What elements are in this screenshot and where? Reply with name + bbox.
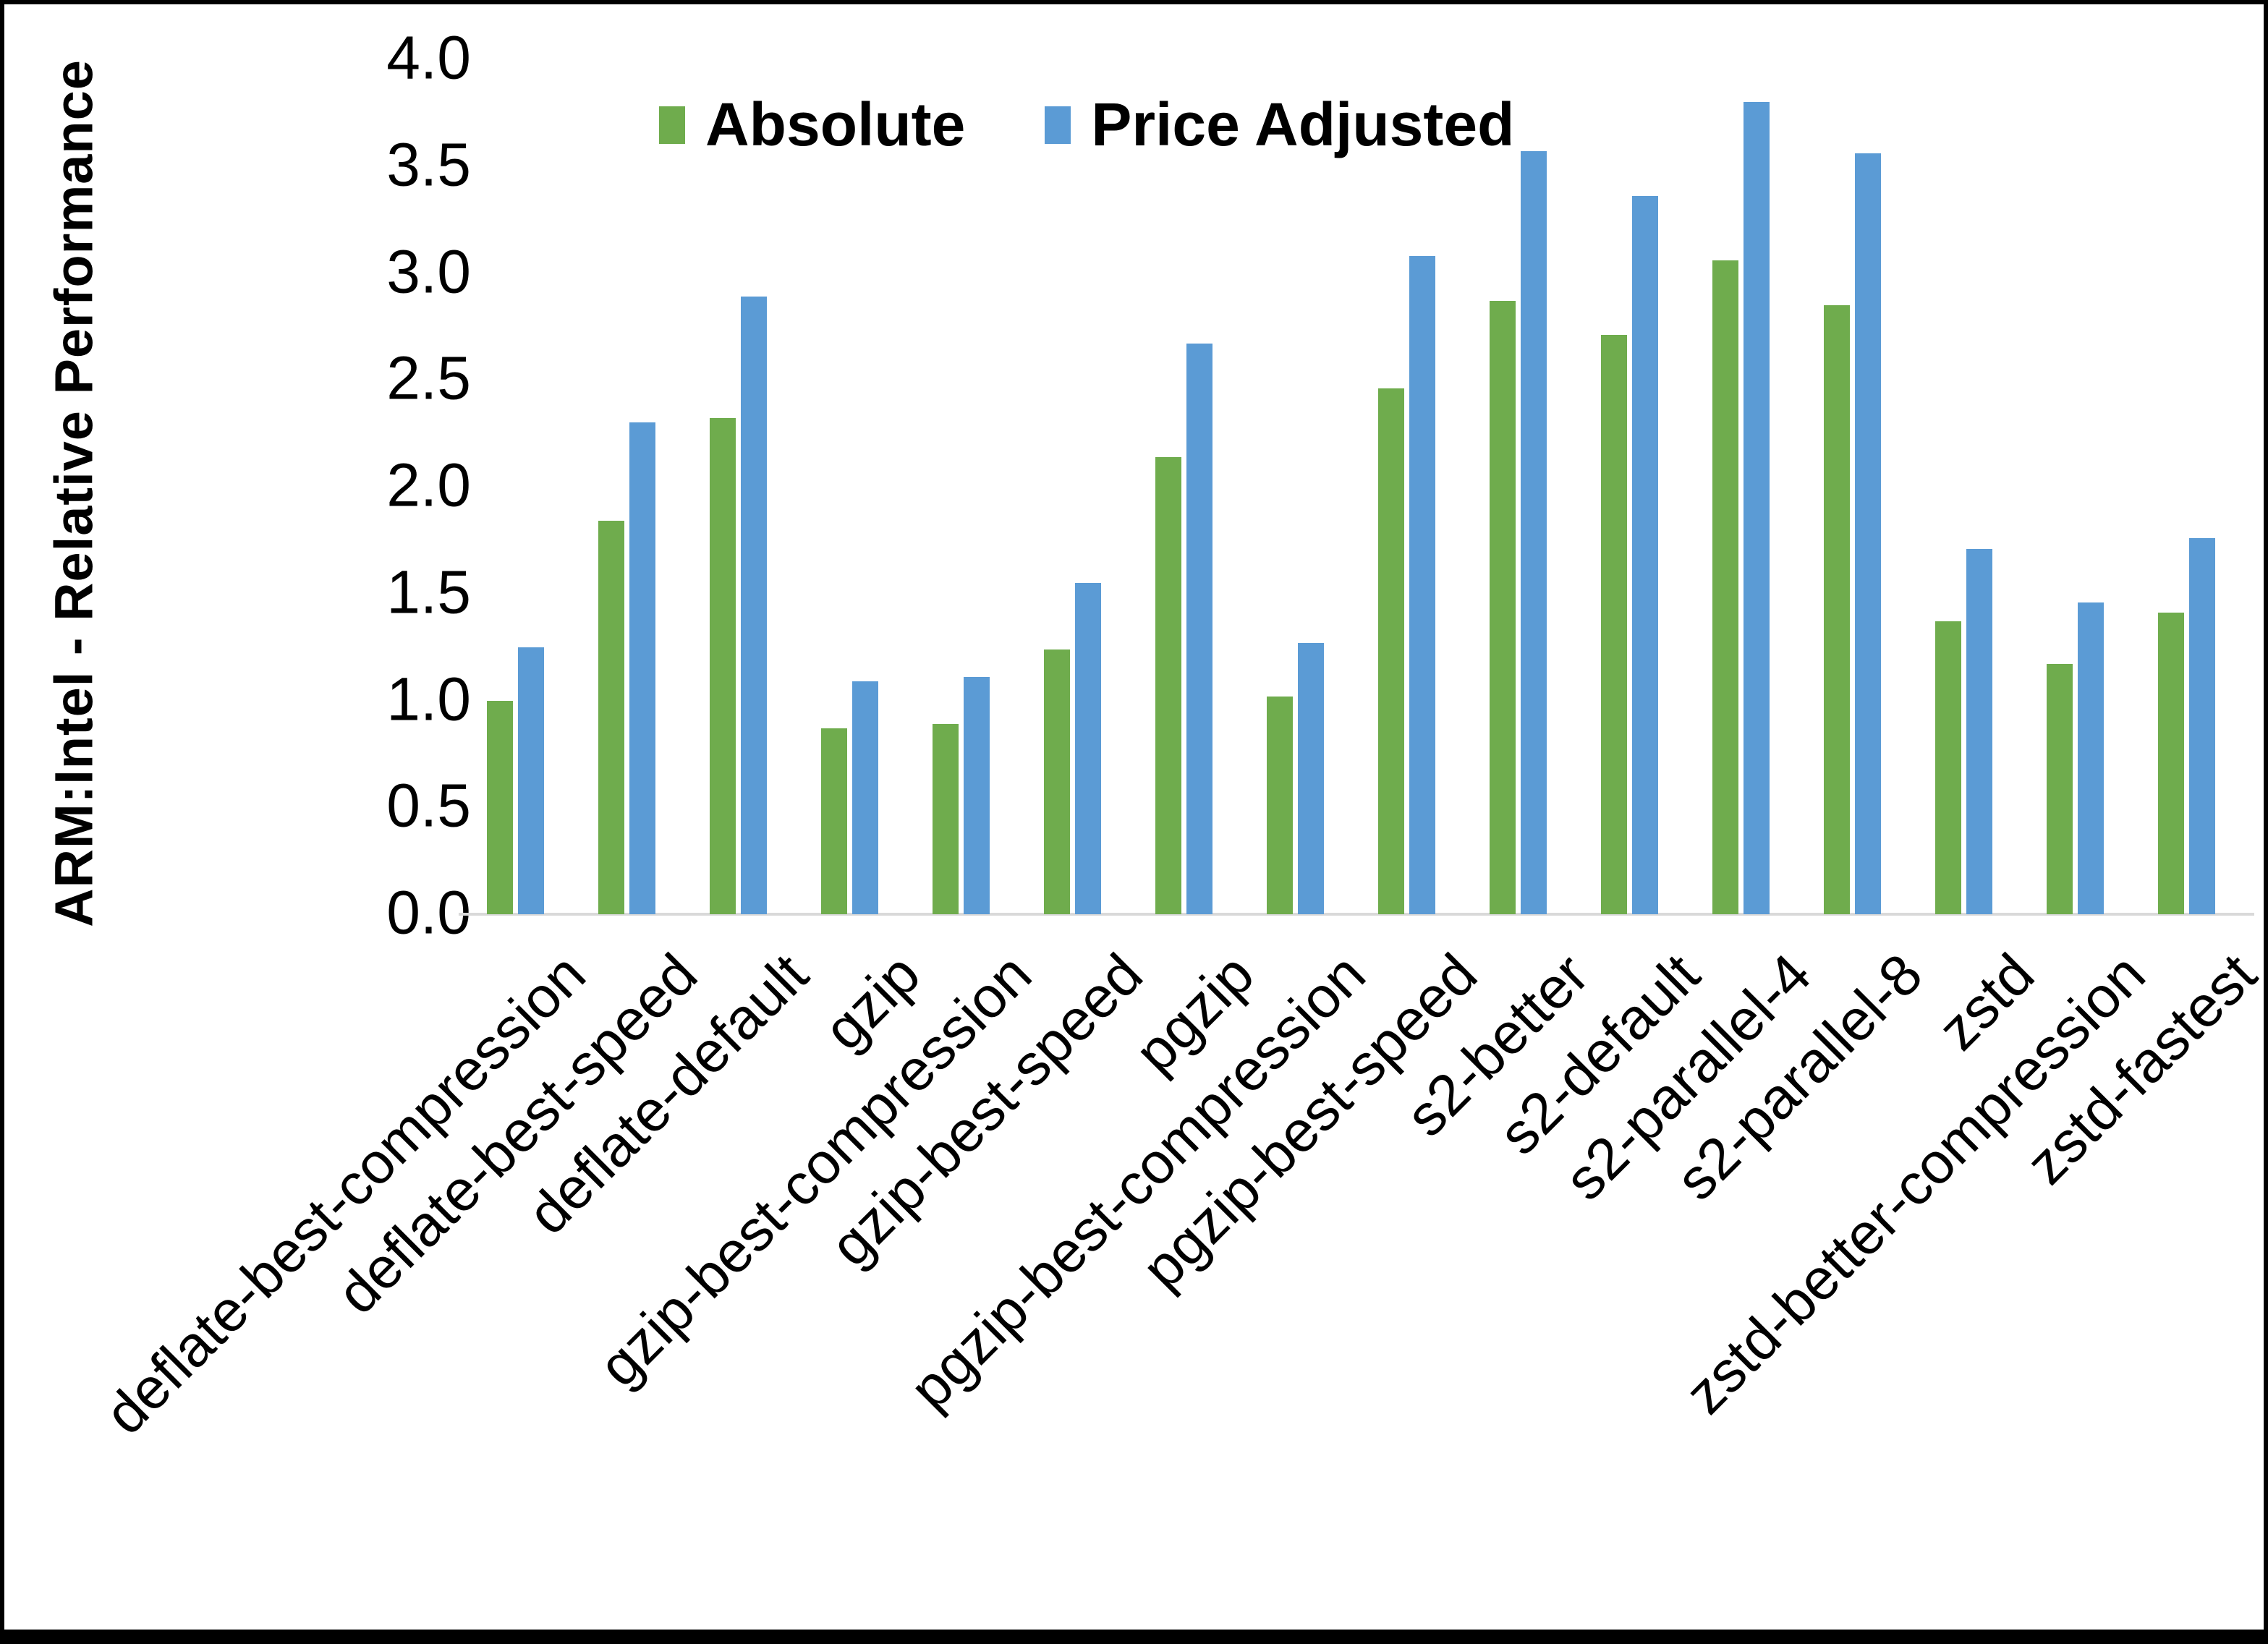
bar-price-adjusted bbox=[518, 647, 544, 914]
legend-swatch-icon bbox=[659, 106, 685, 144]
y-tick-label: 2.0 bbox=[386, 451, 471, 519]
bar-absolute bbox=[1378, 388, 1404, 914]
y-tick-label: 4.0 bbox=[386, 23, 471, 92]
y-tick-label: 3.5 bbox=[386, 130, 471, 199]
bar-price-adjusted bbox=[1744, 102, 1770, 914]
bar-absolute bbox=[821, 728, 847, 914]
bar-absolute bbox=[1490, 300, 1516, 914]
bar-price-adjusted bbox=[852, 681, 878, 914]
bar-price-adjusted bbox=[1075, 582, 1101, 914]
bar-price-adjusted bbox=[1521, 151, 1547, 914]
bar-price-adjusted bbox=[2189, 537, 2215, 914]
bar-absolute bbox=[598, 521, 624, 914]
legend-swatch-icon bbox=[1045, 106, 1071, 144]
bar-absolute bbox=[1712, 260, 1738, 914]
bar-price-adjusted bbox=[1298, 642, 1324, 914]
bar-absolute bbox=[933, 724, 959, 914]
bar-price-adjusted bbox=[1855, 153, 1881, 914]
chart-legend: Absolute Price Adjusted bbox=[659, 90, 1514, 160]
x-axis-baseline bbox=[459, 913, 2254, 916]
bar-absolute bbox=[1935, 621, 1961, 914]
bar-absolute bbox=[1824, 304, 1850, 914]
y-axis-title: ARM:Intel - Relative Performance bbox=[43, 59, 104, 927]
y-tick-label: 3.0 bbox=[386, 237, 471, 306]
bar-absolute bbox=[1155, 456, 1181, 914]
bar-price-adjusted bbox=[629, 422, 655, 914]
bar-absolute bbox=[487, 700, 513, 914]
bar-price-adjusted bbox=[2078, 602, 2104, 914]
y-tick-label: 1.5 bbox=[386, 558, 471, 626]
bar-price-adjusted bbox=[1186, 344, 1212, 914]
bar-absolute bbox=[1601, 335, 1627, 914]
bar-price-adjusted bbox=[741, 297, 767, 914]
y-tick-label: 2.5 bbox=[386, 344, 471, 412]
y-tick-label: 0.5 bbox=[386, 771, 471, 840]
legend-item: Absolute bbox=[659, 90, 965, 160]
bar-absolute bbox=[2158, 613, 2184, 914]
bar-absolute bbox=[2047, 664, 2073, 914]
legend-label: Price Adjusted bbox=[1091, 90, 1515, 158]
bar-absolute bbox=[710, 418, 736, 914]
bar-price-adjusted bbox=[1966, 548, 1992, 914]
y-tick-label: 1.0 bbox=[386, 665, 471, 733]
bar-price-adjusted bbox=[1409, 255, 1435, 914]
y-tick-label: 0.0 bbox=[386, 878, 471, 947]
legend-label: Absolute bbox=[705, 90, 966, 158]
plot-area bbox=[460, 59, 2254, 914]
bar-absolute bbox=[1267, 696, 1293, 914]
legend-item: Price Adjusted bbox=[1045, 90, 1514, 160]
bar-price-adjusted bbox=[1632, 196, 1658, 914]
bar-absolute bbox=[1044, 649, 1070, 914]
bar-price-adjusted bbox=[964, 677, 990, 914]
